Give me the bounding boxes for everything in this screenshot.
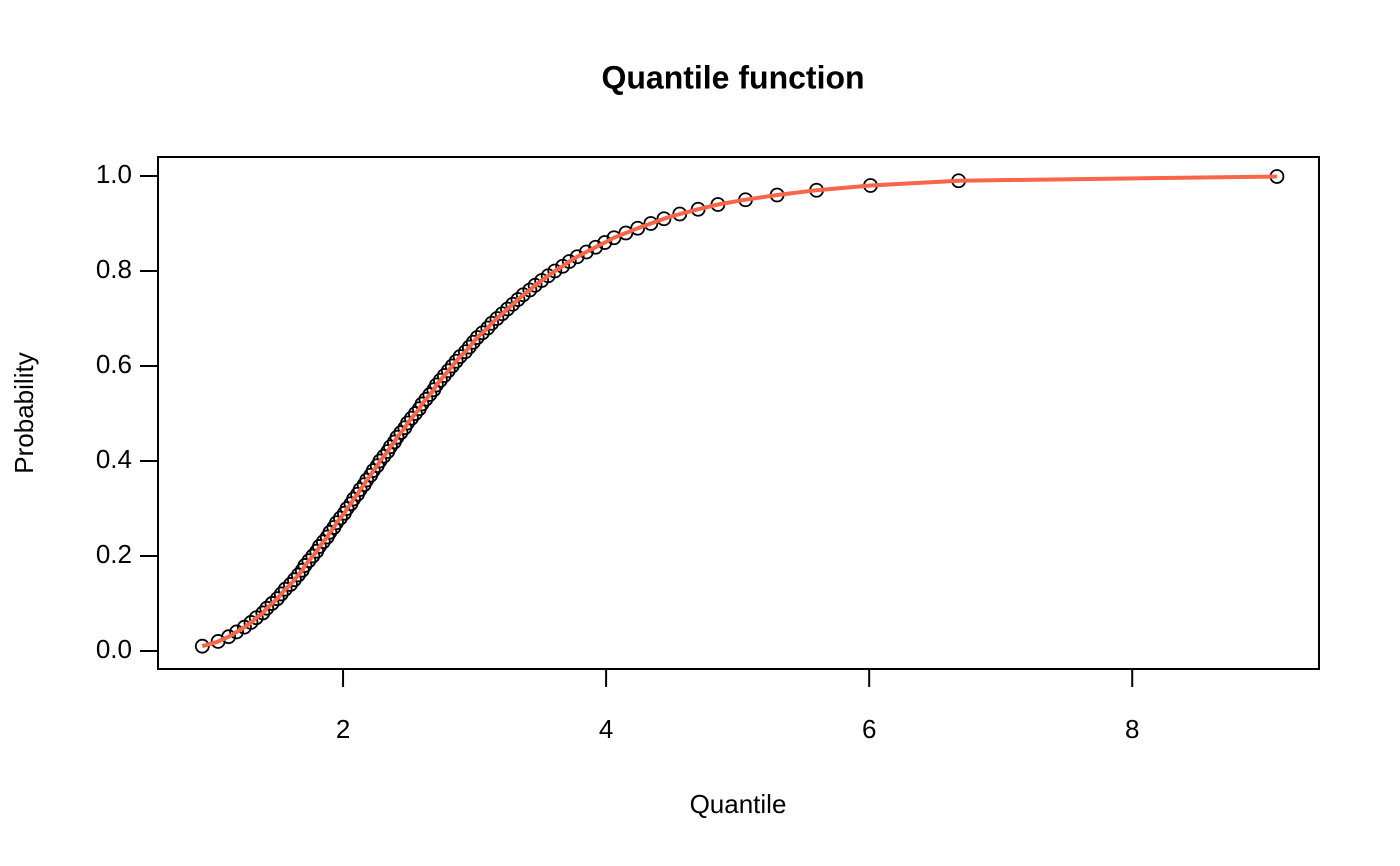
data-point xyxy=(484,315,500,331)
data-point xyxy=(329,515,344,531)
data-point xyxy=(561,254,577,269)
y-tick-label: 0.6 xyxy=(96,349,132,379)
data-point xyxy=(283,577,298,592)
data-point xyxy=(301,553,317,569)
chart-title: Quantile function xyxy=(601,59,864,95)
data-point xyxy=(494,306,510,322)
data-point xyxy=(643,216,659,231)
data-point xyxy=(429,377,444,393)
data-point xyxy=(475,325,490,341)
plot-frame xyxy=(157,156,1320,670)
data-point xyxy=(259,600,275,616)
data-point xyxy=(597,235,613,250)
data-point xyxy=(489,311,505,326)
data-point xyxy=(465,334,481,350)
data-point xyxy=(510,292,526,307)
data-point xyxy=(255,605,271,621)
y-tick-label: 0.0 xyxy=(96,634,132,664)
data-point xyxy=(522,282,538,298)
data-point xyxy=(243,615,259,630)
data-point xyxy=(277,581,293,597)
data-point xyxy=(414,396,430,412)
x-tick-label: 4 xyxy=(599,714,613,744)
data-point xyxy=(436,368,452,383)
data-point xyxy=(448,353,464,369)
data-point xyxy=(505,296,521,312)
data-point xyxy=(588,239,603,255)
data-point xyxy=(229,624,244,640)
data-point xyxy=(311,539,327,554)
x-tick-label: 2 xyxy=(336,714,350,744)
data-point xyxy=(444,358,460,374)
data-point xyxy=(297,558,313,573)
data-point xyxy=(461,339,477,355)
y-tick-label: 0.4 xyxy=(96,444,132,474)
data-point xyxy=(480,320,496,336)
quantile-curve xyxy=(201,174,1277,649)
data-point xyxy=(452,349,468,364)
data-point xyxy=(440,363,456,379)
data-point xyxy=(432,372,448,388)
data-point xyxy=(273,586,289,602)
y-axis-label: Probability xyxy=(9,352,39,473)
data-point xyxy=(389,429,405,445)
y-tick-label: 0.8 xyxy=(96,254,132,284)
data-point xyxy=(418,391,434,407)
data-point xyxy=(457,344,473,360)
data-point xyxy=(469,330,485,345)
data-point xyxy=(286,572,302,588)
x-tick-label: 6 xyxy=(862,714,876,744)
data-point xyxy=(400,415,415,431)
data-point xyxy=(269,591,285,607)
data-point xyxy=(630,220,646,236)
data-point xyxy=(372,453,388,469)
x-axis-label: Quantile xyxy=(690,789,787,819)
data-point xyxy=(221,629,237,645)
data-point xyxy=(500,301,515,317)
data-point xyxy=(578,244,594,260)
data-point xyxy=(404,410,419,426)
y-tick-label: 1.0 xyxy=(96,159,132,189)
y-tick-label: 0.2 xyxy=(96,539,132,569)
data-point xyxy=(569,249,585,265)
x-tick-label: 8 xyxy=(1125,714,1139,744)
data-point xyxy=(264,596,280,611)
data-point xyxy=(547,263,563,279)
